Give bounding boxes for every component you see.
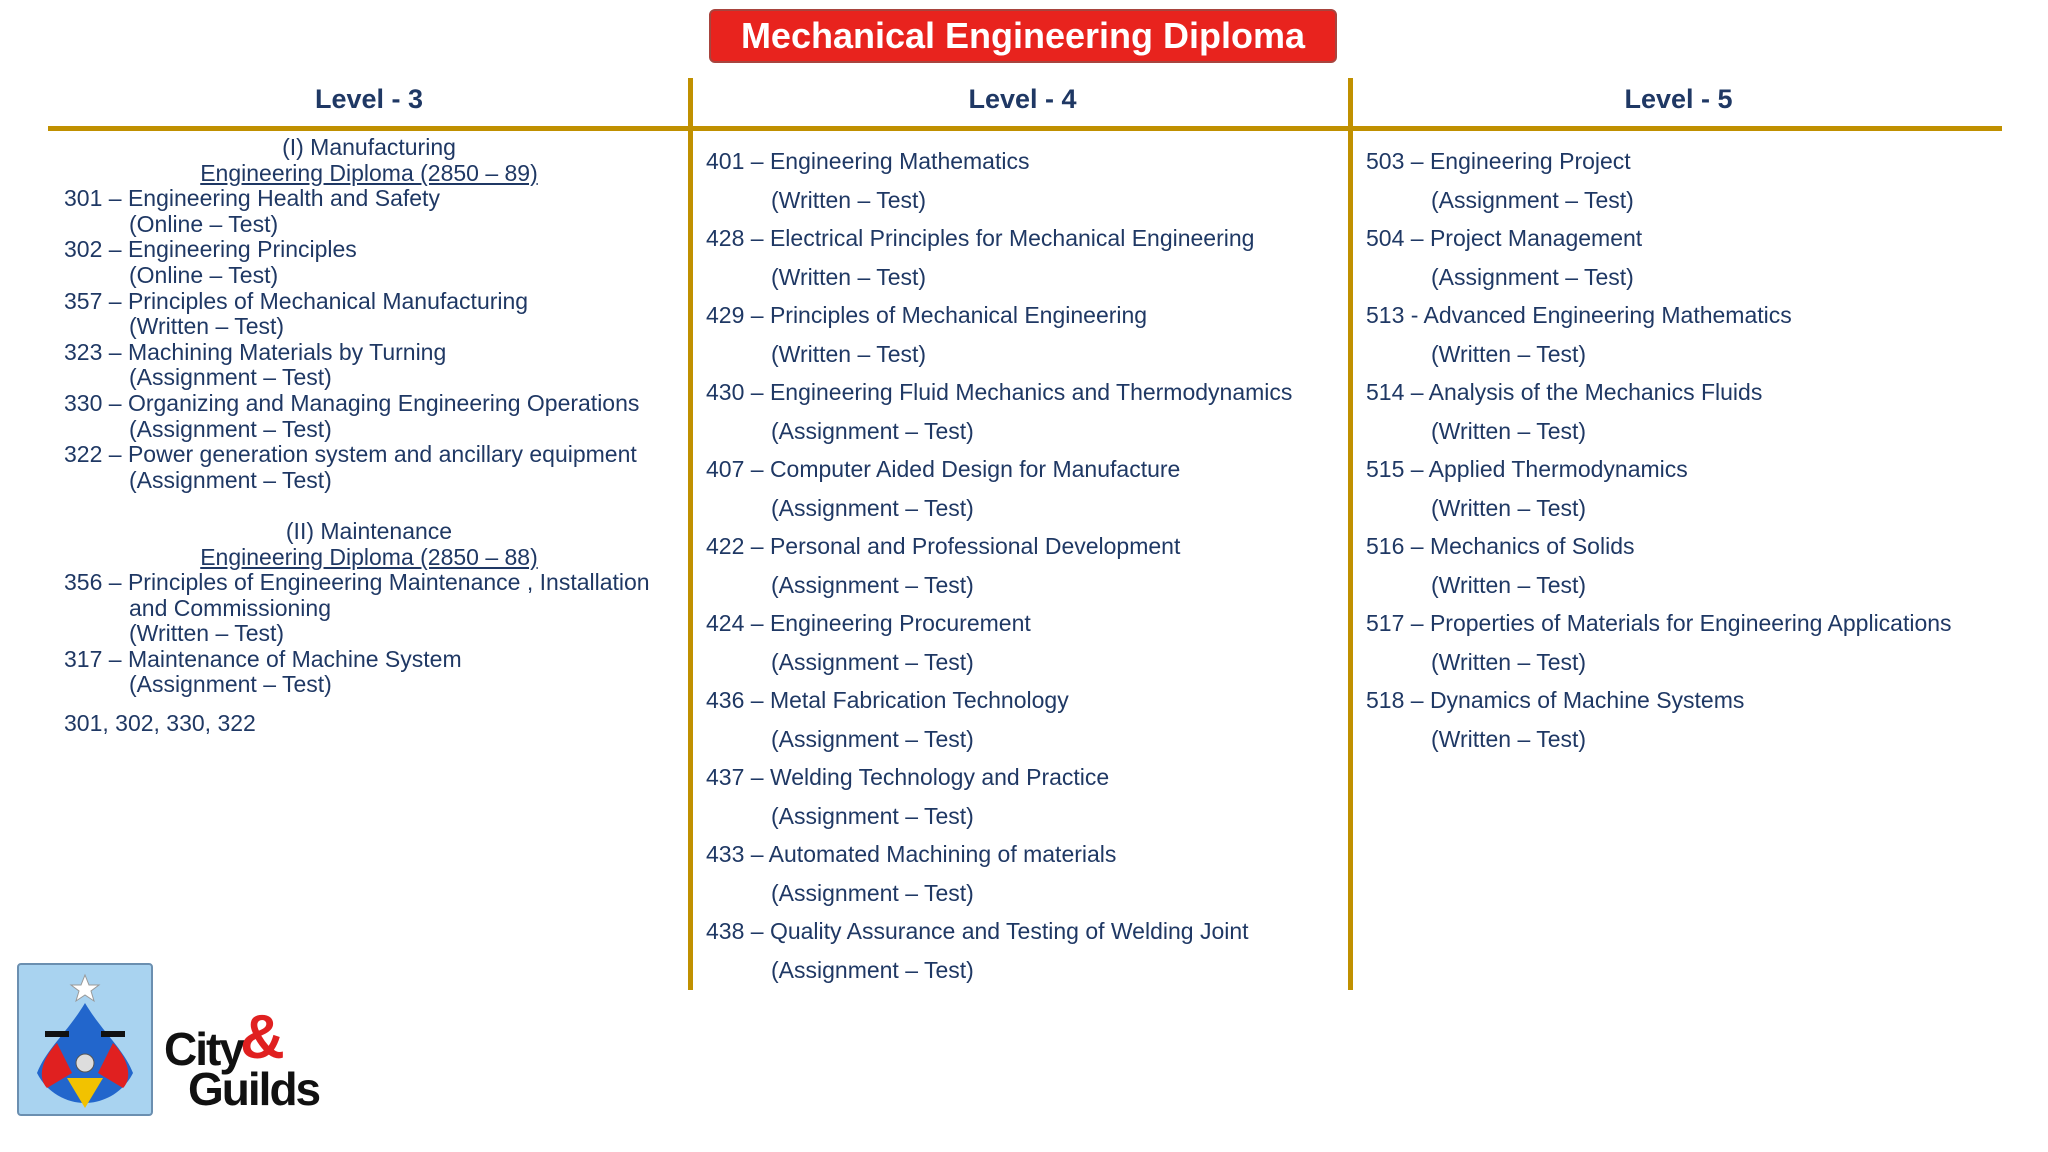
unit-assessment: (Assignment – Test) [1431,186,1634,213]
spacer [64,493,674,519]
unit-name: 422 – Personal and Professional Developm… [706,533,1181,559]
unit-name: 301 – Engineering Health and Safety [64,185,440,212]
unit-name: 430 – Engineering Fluid Mechanics and Th… [706,379,1293,405]
divider [688,78,693,990]
section-title: (II) Maintenance [285,517,453,544]
unit-assessment: (Assignment – Test) [129,364,332,391]
unit-name: 428 – Electrical Principles for Mechanic… [706,225,1255,251]
unit-assessment: (Assignment – Test) [1431,263,1634,290]
unit-assessment: (Assignment – Test) [771,879,974,906]
section-subtitle: Engineering Diploma (2850 – 89) [200,159,538,186]
unit-name: 330 – Organizing and Managing Engineerin… [64,389,640,416]
logo-text: Guilds [188,1063,321,1115]
column: 503 – Engineering Project (Assignment – T… [1366,142,1952,758]
unit-assessment: (Written – Test) [129,313,285,340]
column-heading: Level - 5 [1624,84,1733,114]
unit-assessment: (Assignment – Test) [771,802,974,829]
unit-name: 424 – Engineering Procurement [706,610,1031,636]
section-title: (I) Manufacturing [282,134,456,160]
unit-name: 517 – Properties of Materials for Engine… [1366,610,1952,636]
unit-assessment: (Assignment – Test) [129,466,332,493]
logo-emblem [17,963,153,1116]
unit-assessment: (Written – Test) [771,186,927,213]
unit-name: 323 – Machining Materials by Turning [64,338,447,365]
column: 401 – Engineering Mathematics (Written – … [706,142,1292,989]
unit-assessment: (Written – Test) [1431,494,1587,521]
unit-assessment: (Online – Test) [129,210,279,237]
divider [48,126,2002,131]
unit-assessment: (Assignment – Test) [129,415,332,442]
unit-assessment: (Assignment – Test) [129,671,332,698]
unit-name: 437 – Welding Technology and Practice [706,764,1110,790]
divider [1348,78,1353,990]
unit-assessment: (Online – Test) [129,261,279,288]
unit-assessment: (Assignment – Test) [771,417,974,444]
unit-assessment: (Written – Test) [1431,340,1587,367]
unit-assessment: (Written – Test) [1431,725,1587,752]
unit-assessment: (Written – Test) [771,340,927,367]
note: 301, 302, 330, 322 [64,710,256,737]
column-heading: Level - 3 [314,84,424,114]
unit-assessment: (Written – Test) [1431,417,1587,444]
unit-assessment: (Written – Test) [1431,571,1587,598]
unit-assessment: (Assignment – Test) [771,725,974,752]
unit-name: 357 – Principles of Mechanical Manufactu… [64,287,529,314]
unit-name: 401 – Engineering Mathematics [706,148,1030,174]
unit-name: 302 – Engineering Principles [64,236,357,263]
unit-name: 436 – Metal Fabrication Technology [706,687,1069,713]
unit-name: 407 – Computer Aided Design for Manufact… [706,456,1181,482]
unit-name: 317 – Maintenance of Machine System [64,645,462,672]
unit-assessment: (Assignment – Test) [771,956,974,983]
unit-assessment: (Written – Test) [771,263,927,290]
logo-text: & [240,1003,285,1072]
unit-assessment: (Assignment – Test) [771,571,974,598]
unit-name: 429 – Principles of Mechanical Engineeri… [706,302,1148,328]
unit-name: 322 – Power generation system and ancill… [64,441,637,468]
unit-name: 516 – Mechanics of Solids [1366,533,1635,559]
unit-name: 504 – Project Management [1366,225,1643,251]
column-heading: Level - 4 [968,84,1077,114]
unit-name: 518 – Dynamics of Machine Systems [1366,687,1745,713]
column: (I) Manufacturing Engineering Diploma (28… [64,134,674,737]
unit-name: 513 - Advanced Engineering Mathematics [1366,302,1792,328]
unit-name: 356 – Principles of Engineering Maintena… [64,569,650,621]
unit-assessment: (Assignment – Test) [771,494,974,521]
logo-text: City [164,1023,245,1075]
unit-name: 438 – Quality Assurance and Testing of W… [706,918,1249,944]
title-banner: Mechanical Engineering Diploma [709,9,1337,63]
unit-assessment: (Assignment – Test) [771,648,974,675]
unit-name: 515 – Applied Thermodynamics [1366,456,1688,482]
section-subtitle: Engineering Diploma (2850 – 88) [200,543,538,570]
unit-assessment: (Written – Test) [129,620,285,647]
unit-assessment: (Written – Test) [1431,648,1587,675]
unit-name: 503 – Engineering Project [1366,148,1631,174]
unit-name: 433 – Automated Machining of materials [706,841,1117,867]
unit-name: 514 – Analysis of the Mechanics Fluids [1366,379,1763,405]
